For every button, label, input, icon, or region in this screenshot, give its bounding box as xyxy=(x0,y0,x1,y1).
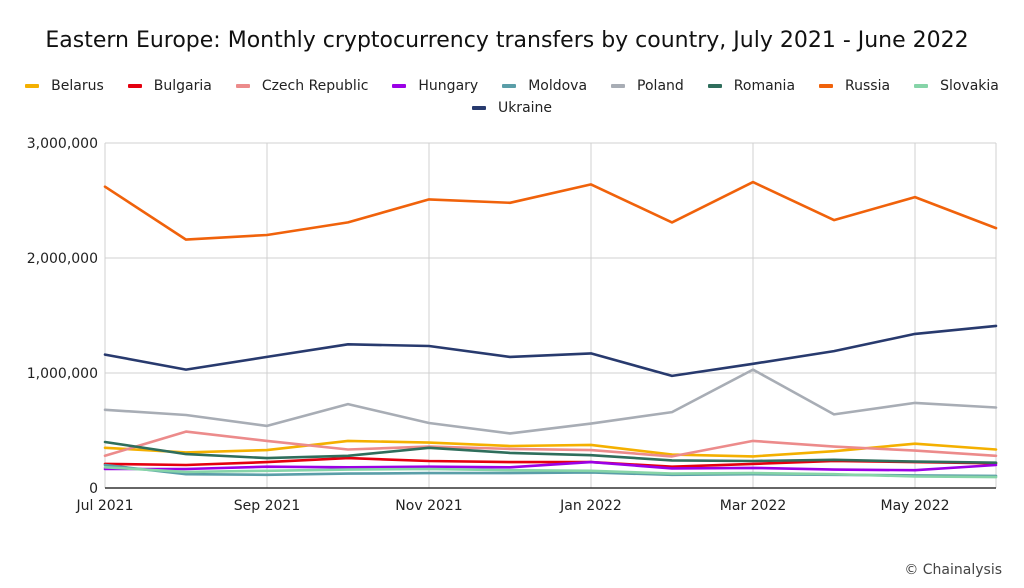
legend-swatch-romania xyxy=(707,84,722,88)
legend-swatch-hungary xyxy=(392,84,407,88)
legend-label-moldova: Moldova xyxy=(528,78,588,94)
legend-item-hungary[interactable]: Hungary xyxy=(392,78,478,94)
y-tick-label: 2,000,000 xyxy=(27,251,98,267)
legend-item-russia[interactable]: Russia xyxy=(819,78,890,94)
x-tick-label: Mar 2022 xyxy=(720,498,787,514)
legend-swatch-russia xyxy=(819,84,834,88)
series-line-belarus[interactable] xyxy=(103,439,998,458)
y-axis-ticks: 0 1,000,000 2,000,000 3,000,000 xyxy=(27,136,98,497)
series-line-hungary[interactable] xyxy=(103,460,998,472)
legend-item-slovakia[interactable]: Slovakia xyxy=(914,78,999,94)
y-tick-label: 0 xyxy=(89,481,98,497)
legend-label-russia: Russia xyxy=(845,78,891,94)
legend-item-poland[interactable]: Poland xyxy=(611,78,684,94)
legend-item-belarus[interactable]: Belarus xyxy=(25,78,104,94)
series-line-poland[interactable] xyxy=(103,368,998,435)
legend-item-moldova[interactable]: Moldova xyxy=(502,78,587,94)
x-tick-label: May 2022 xyxy=(880,498,949,514)
source-credit: © Chainalysis xyxy=(904,562,1002,578)
legend-label-poland: Poland xyxy=(637,78,684,94)
x-tick-label: Nov 2021 xyxy=(395,498,462,514)
y-tick-label: 3,000,000 xyxy=(27,136,98,152)
legend-swatch-moldova xyxy=(502,84,517,88)
legend-item-ukraine[interactable]: Ukraine xyxy=(471,100,553,116)
legend-row-1: Belarus Bulgaria Czech Republic Hungary … xyxy=(0,75,1024,97)
chart-title: Eastern Europe: Monthly cryptocurrency t… xyxy=(45,28,969,53)
legend-label-hungary: Hungary xyxy=(418,78,479,94)
chart-legend: Belarus Bulgaria Czech Republic Hungary … xyxy=(0,75,1024,119)
legend-item-czech-republic[interactable]: Czech Republic xyxy=(235,78,369,94)
x-tick-label: Jul 2021 xyxy=(76,498,134,514)
series-lines xyxy=(103,180,998,479)
x-tick-label: Sep 2021 xyxy=(234,498,300,514)
series-line-slovakia[interactable] xyxy=(103,465,998,479)
legend-label-belarus: Belarus xyxy=(51,78,104,94)
y-tick-label: 1,000,000 xyxy=(27,366,98,382)
legend-item-romania[interactable]: Romania xyxy=(707,78,796,94)
legend-swatch-belarus xyxy=(25,84,40,88)
legend-swatch-czech-republic xyxy=(235,84,250,88)
legend-swatch-bulgaria xyxy=(127,84,142,88)
legend-label-ukraine: Ukraine xyxy=(497,100,553,116)
legend-label-romania: Romania xyxy=(733,78,796,94)
chart-grid xyxy=(104,142,997,488)
x-axis-ticks: Jul 2021 Sep 2021 Nov 2021 Jan 2022 Mar 2022… xyxy=(76,498,950,514)
series-line-romania[interactable] xyxy=(103,440,998,465)
legend-label-czech-republic: Czech Republic xyxy=(261,78,369,94)
legend-swatch-poland xyxy=(611,84,626,88)
series-line-ukraine[interactable] xyxy=(103,324,998,378)
series-line-czech-republic[interactable] xyxy=(103,430,998,458)
legend-swatch-slovakia xyxy=(914,84,929,88)
legend-label-bulgaria: Bulgaria xyxy=(153,78,212,94)
x-tick-label: Jan 2022 xyxy=(559,498,622,514)
series-line-russia[interactable] xyxy=(103,180,998,241)
legend-item-bulgaria[interactable]: Bulgaria xyxy=(127,78,212,94)
legend-label-slovakia: Slovakia xyxy=(940,78,999,94)
legend-row-2: Ukraine xyxy=(0,97,1024,119)
legend-swatch-ukraine xyxy=(471,106,486,110)
